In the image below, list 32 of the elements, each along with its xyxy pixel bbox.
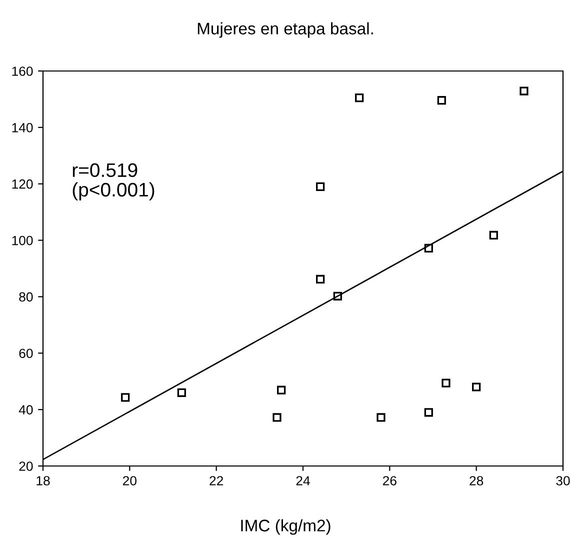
point [424, 408, 433, 417]
x-tick-label: 20 [122, 476, 136, 486]
y-tick-label: 40 [18, 405, 33, 414]
point [316, 274, 325, 284]
y-tick-label: 100 [12, 236, 33, 246]
y-tick-label: 160 [12, 66, 33, 76]
point [355, 93, 364, 102]
point [272, 413, 282, 422]
point [472, 382, 481, 392]
x-tick-label: 22 [210, 476, 224, 486]
y-tick-label: 20 [19, 462, 33, 471]
point [316, 182, 325, 191]
x-tick-label: 18 [36, 476, 50, 486]
x-tick-label: 30 [556, 476, 570, 486]
point [442, 378, 450, 388]
point [277, 386, 286, 394]
point [376, 413, 386, 422]
chart-title: Mujeres en etapa basal. [198, 22, 373, 38]
y-tick-label: 140 [12, 122, 33, 132]
point [520, 86, 528, 96]
point [437, 96, 446, 105]
x-tick-label: 24 [296, 476, 310, 486]
y-tick-label: 120 [12, 179, 33, 189]
point [489, 230, 498, 240]
x-tick-label: 28 [470, 476, 484, 486]
y-tick-label: 60 [19, 348, 33, 358]
point [121, 393, 130, 402]
point [177, 388, 186, 397]
x-tick-label: 26 [382, 476, 396, 486]
x-axis-title: IMC (kg/m2) [241, 519, 330, 535]
y-tick-label: 80 [19, 292, 33, 302]
annotation: r=0.519 (p<0.001) [72, 163, 154, 200]
